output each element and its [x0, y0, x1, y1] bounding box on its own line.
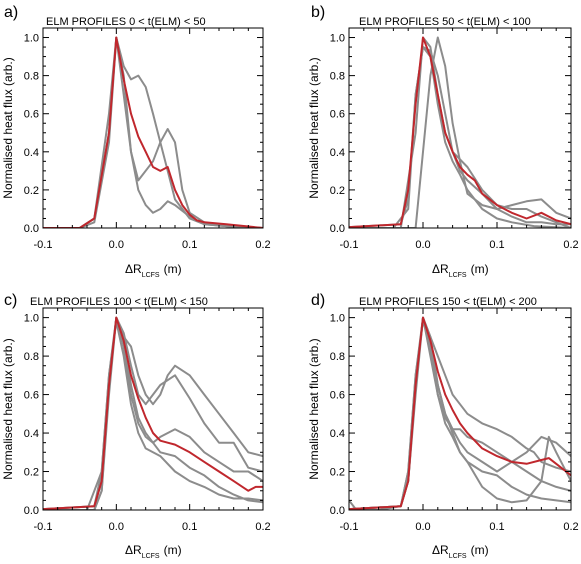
x-axis-label-subscript: LCFS — [142, 272, 160, 279]
individual-profile-line-2 — [43, 316, 263, 510]
individual-profile-line-4 — [349, 316, 571, 510]
y-tick-label: 0.8 — [330, 71, 345, 83]
y-tick-label: 0.0 — [330, 223, 345, 235]
x-axis-label-unit: (m) — [164, 262, 182, 276]
mean-profile-line — [349, 316, 571, 510]
x-tick-label: 0.2 — [255, 239, 270, 251]
chart-title: ELM PROFILES 0 < t(ELM) < 50 — [46, 16, 206, 28]
y-tick-label: 0.4 — [330, 147, 345, 159]
individual-profile-line-3 — [349, 36, 571, 228]
x-tick-label: 0.1 — [489, 239, 504, 251]
y-tick-label: 0.6 — [330, 390, 345, 402]
x-tick-label: 0.0 — [415, 239, 430, 251]
x-tick-label: 0.1 — [182, 521, 197, 533]
chart-title: ELM PROFILES 50 < t(ELM) < 100 — [359, 16, 531, 28]
chart-panel-3: c) ELM PROFILES 100 < t(ELM) < 150 -0.1 0.0… — [1, 292, 271, 560]
chart-title: ELM PROFILES 100 < t(ELM) < 150 — [30, 296, 208, 308]
x-tick-label: -0.1 — [340, 239, 359, 251]
y-tick-label: 1.0 — [330, 313, 345, 325]
individual-profile-line-2 — [43, 36, 263, 228]
panel-label: c) — [4, 292, 17, 309]
plot-frame — [42, 307, 264, 511]
individual-profile-line-1 — [349, 316, 571, 510]
y-tick-label: 0.6 — [24, 109, 39, 121]
plot-frame — [348, 27, 572, 229]
x-axis-label: ΔRLCFS (m) — [432, 543, 489, 560]
x-tick-label: 0.1 — [182, 239, 197, 251]
x-axis-label: ΔRLCFS (m) — [125, 262, 182, 279]
individual-profile-line-1 — [43, 316, 263, 510]
x-axis-label-main: ΔR — [125, 262, 142, 276]
y-tick-label: 0.6 — [24, 390, 39, 402]
x-axis-label-subscript: LCFS — [449, 272, 467, 279]
y-tick-label: 0.2 — [330, 467, 345, 479]
individual-profile-line-2 — [349, 316, 571, 510]
x-tick-label: 0.2 — [563, 239, 578, 251]
x-tick-label: 0.2 — [563, 521, 578, 533]
panel-label: b) — [311, 4, 325, 21]
mean-profile-line — [43, 36, 263, 228]
x-axis-label-unit: (m) — [164, 543, 182, 557]
x-tick-label: 0.0 — [109, 239, 124, 251]
y-tick-label: 0.0 — [330, 505, 345, 517]
x-axis-label-subscript: LCFS — [449, 553, 467, 560]
x-tick-label: 0.0 — [415, 521, 430, 533]
panel-label: a) — [4, 4, 18, 21]
x-tick-label: -0.1 — [340, 521, 359, 533]
y-tick-label: 1.0 — [24, 313, 39, 325]
y-tick-label: 0.8 — [330, 351, 345, 363]
individual-profile-line-3 — [43, 36, 263, 228]
individual-profile-line-4 — [43, 316, 263, 510]
y-axis-label: Normalised heat flux (arb.) — [1, 57, 15, 198]
x-axis-label-unit: (m) — [471, 543, 489, 557]
individual-profile-line-5 — [349, 320, 571, 510]
mean-profile-line — [43, 316, 263, 510]
panel-label: d) — [311, 292, 325, 309]
chart-panel-1: a) ELM PROFILES 0 < t(ELM) < 50 -0.1 0.0 0.1… — [1, 4, 271, 279]
mean-profile-line — [349, 36, 571, 228]
y-tick-label: 0.2 — [24, 467, 39, 479]
chart-panel-2: b) ELM PROFILES 50 < t(ELM) < 100 -0.1 0.0 0… — [307, 4, 579, 279]
chart-panel-4: d) ELM PROFILES 150 < t(ELM) < 200 -0.1 0.0… — [307, 292, 579, 560]
y-tick-label: 0.4 — [24, 147, 39, 159]
series-group — [349, 316, 571, 510]
series-group — [349, 36, 571, 228]
x-tick-label: 0.1 — [489, 521, 504, 533]
y-axis-label: Normalised heat flux (arb.) — [1, 338, 15, 479]
x-tick-label: -0.1 — [34, 239, 53, 251]
y-tick-label: 0.8 — [24, 71, 39, 83]
individual-profile-line-3 — [349, 316, 571, 510]
x-axis-label-main: ΔR — [432, 543, 449, 557]
series-group — [43, 316, 263, 510]
x-axis-label-subscript: LCFS — [142, 553, 160, 560]
individual-profile-line-1 — [43, 36, 263, 228]
x-tick-label: 0.0 — [109, 521, 124, 533]
x-tick-label: 0.2 — [255, 521, 270, 533]
x-axis-label-unit: (m) — [471, 262, 489, 276]
y-tick-label: 0.8 — [24, 351, 39, 363]
y-axis-label: Normalised heat flux (arb.) — [307, 57, 321, 198]
plot-frame — [42, 27, 264, 229]
y-tick-label: 0.2 — [330, 185, 345, 197]
x-axis-label-main: ΔR — [125, 543, 142, 557]
individual-profile-line-3 — [43, 316, 263, 510]
y-tick-label: 0.0 — [24, 505, 39, 517]
y-axis-label: Normalised heat flux (arb.) — [307, 338, 321, 479]
series-group — [43, 36, 263, 228]
chart-title: ELM PROFILES 150 < t(ELM) < 200 — [359, 296, 537, 308]
y-tick-label: 0.4 — [24, 428, 39, 440]
plot-frame — [348, 307, 572, 511]
x-axis-label: ΔRLCFS (m) — [125, 543, 182, 560]
x-axis-label-main: ΔR — [432, 262, 449, 276]
x-axis-label: ΔRLCFS (m) — [432, 262, 489, 279]
x-tick-label: -0.1 — [34, 521, 53, 533]
y-tick-label: 0.2 — [24, 185, 39, 197]
y-tick-label: 1.0 — [330, 33, 345, 45]
y-tick-label: 0.0 — [24, 223, 39, 235]
y-tick-label: 1.0 — [24, 33, 39, 45]
y-tick-label: 0.6 — [330, 109, 345, 121]
y-tick-label: 0.4 — [330, 428, 345, 440]
